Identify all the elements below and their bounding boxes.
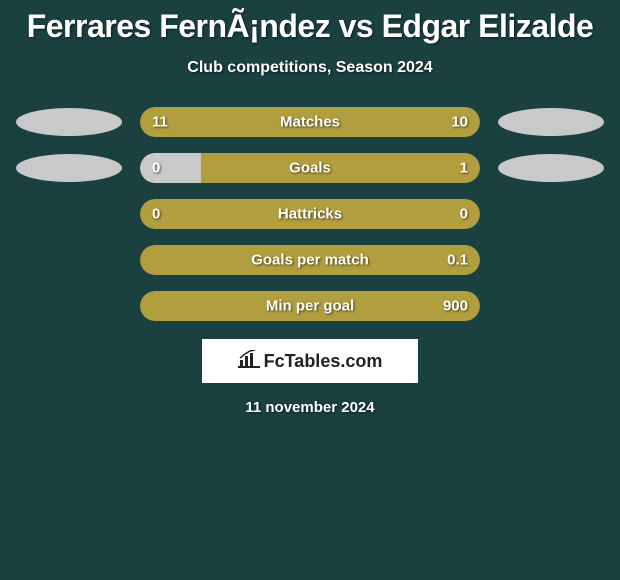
stat-left-value: 0 — [152, 206, 160, 223]
brand-text: FcTables.com — [238, 350, 383, 373]
subtitle: Club competitions, Season 2024 — [0, 59, 620, 77]
stat-right-value: 900 — [443, 298, 468, 315]
stat-row: Min per goal 900 — [0, 291, 620, 321]
stat-row: 0 Goals 1 — [0, 153, 620, 183]
chart-icon — [238, 350, 260, 373]
bar-fill — [140, 153, 201, 183]
brand-logo[interactable]: FcTables.com — [202, 339, 418, 383]
stat-right-value: 0 — [460, 206, 468, 223]
stat-bar: Min per goal 900 — [140, 291, 480, 321]
stat-bar: Goals per match 0.1 — [140, 245, 480, 275]
page-title: Ferrares FernÃ¡ndez vs Edgar Elizalde — [0, 8, 620, 45]
stat-label: Min per goal — [266, 298, 354, 315]
stat-row: 11 Matches 10 — [0, 107, 620, 137]
stat-label: Goals — [289, 160, 331, 177]
stat-label: Matches — [280, 114, 340, 131]
stat-right-value: 1 — [460, 160, 468, 177]
right-ellipse — [498, 154, 604, 182]
stat-right-value: 10 — [451, 114, 468, 131]
date: 11 november 2024 — [0, 399, 620, 416]
stat-left-value: 11 — [152, 114, 168, 131]
brand-name: FcTables.com — [264, 351, 383, 372]
stat-bar: 0 Goals 1 — [140, 153, 480, 183]
left-ellipse — [16, 154, 122, 182]
stat-row: 0 Hattricks 0 — [0, 199, 620, 229]
stat-label: Goals per match — [251, 252, 369, 269]
stat-label: Hattricks — [278, 206, 342, 223]
stat-row: Goals per match 0.1 — [0, 245, 620, 275]
stat-right-value: 0.1 — [447, 252, 468, 269]
comparison-container: Ferrares FernÃ¡ndez vs Edgar Elizalde Cl… — [0, 0, 620, 416]
stat-bar: 11 Matches 10 — [140, 107, 480, 137]
stat-rows: 11Matches100Goals10Hattricks0Goals per m… — [0, 107, 620, 321]
left-ellipse — [16, 108, 122, 136]
right-ellipse — [498, 108, 604, 136]
stat-left-value: 0 — [152, 160, 160, 177]
stat-bar: 0 Hattricks 0 — [140, 199, 480, 229]
